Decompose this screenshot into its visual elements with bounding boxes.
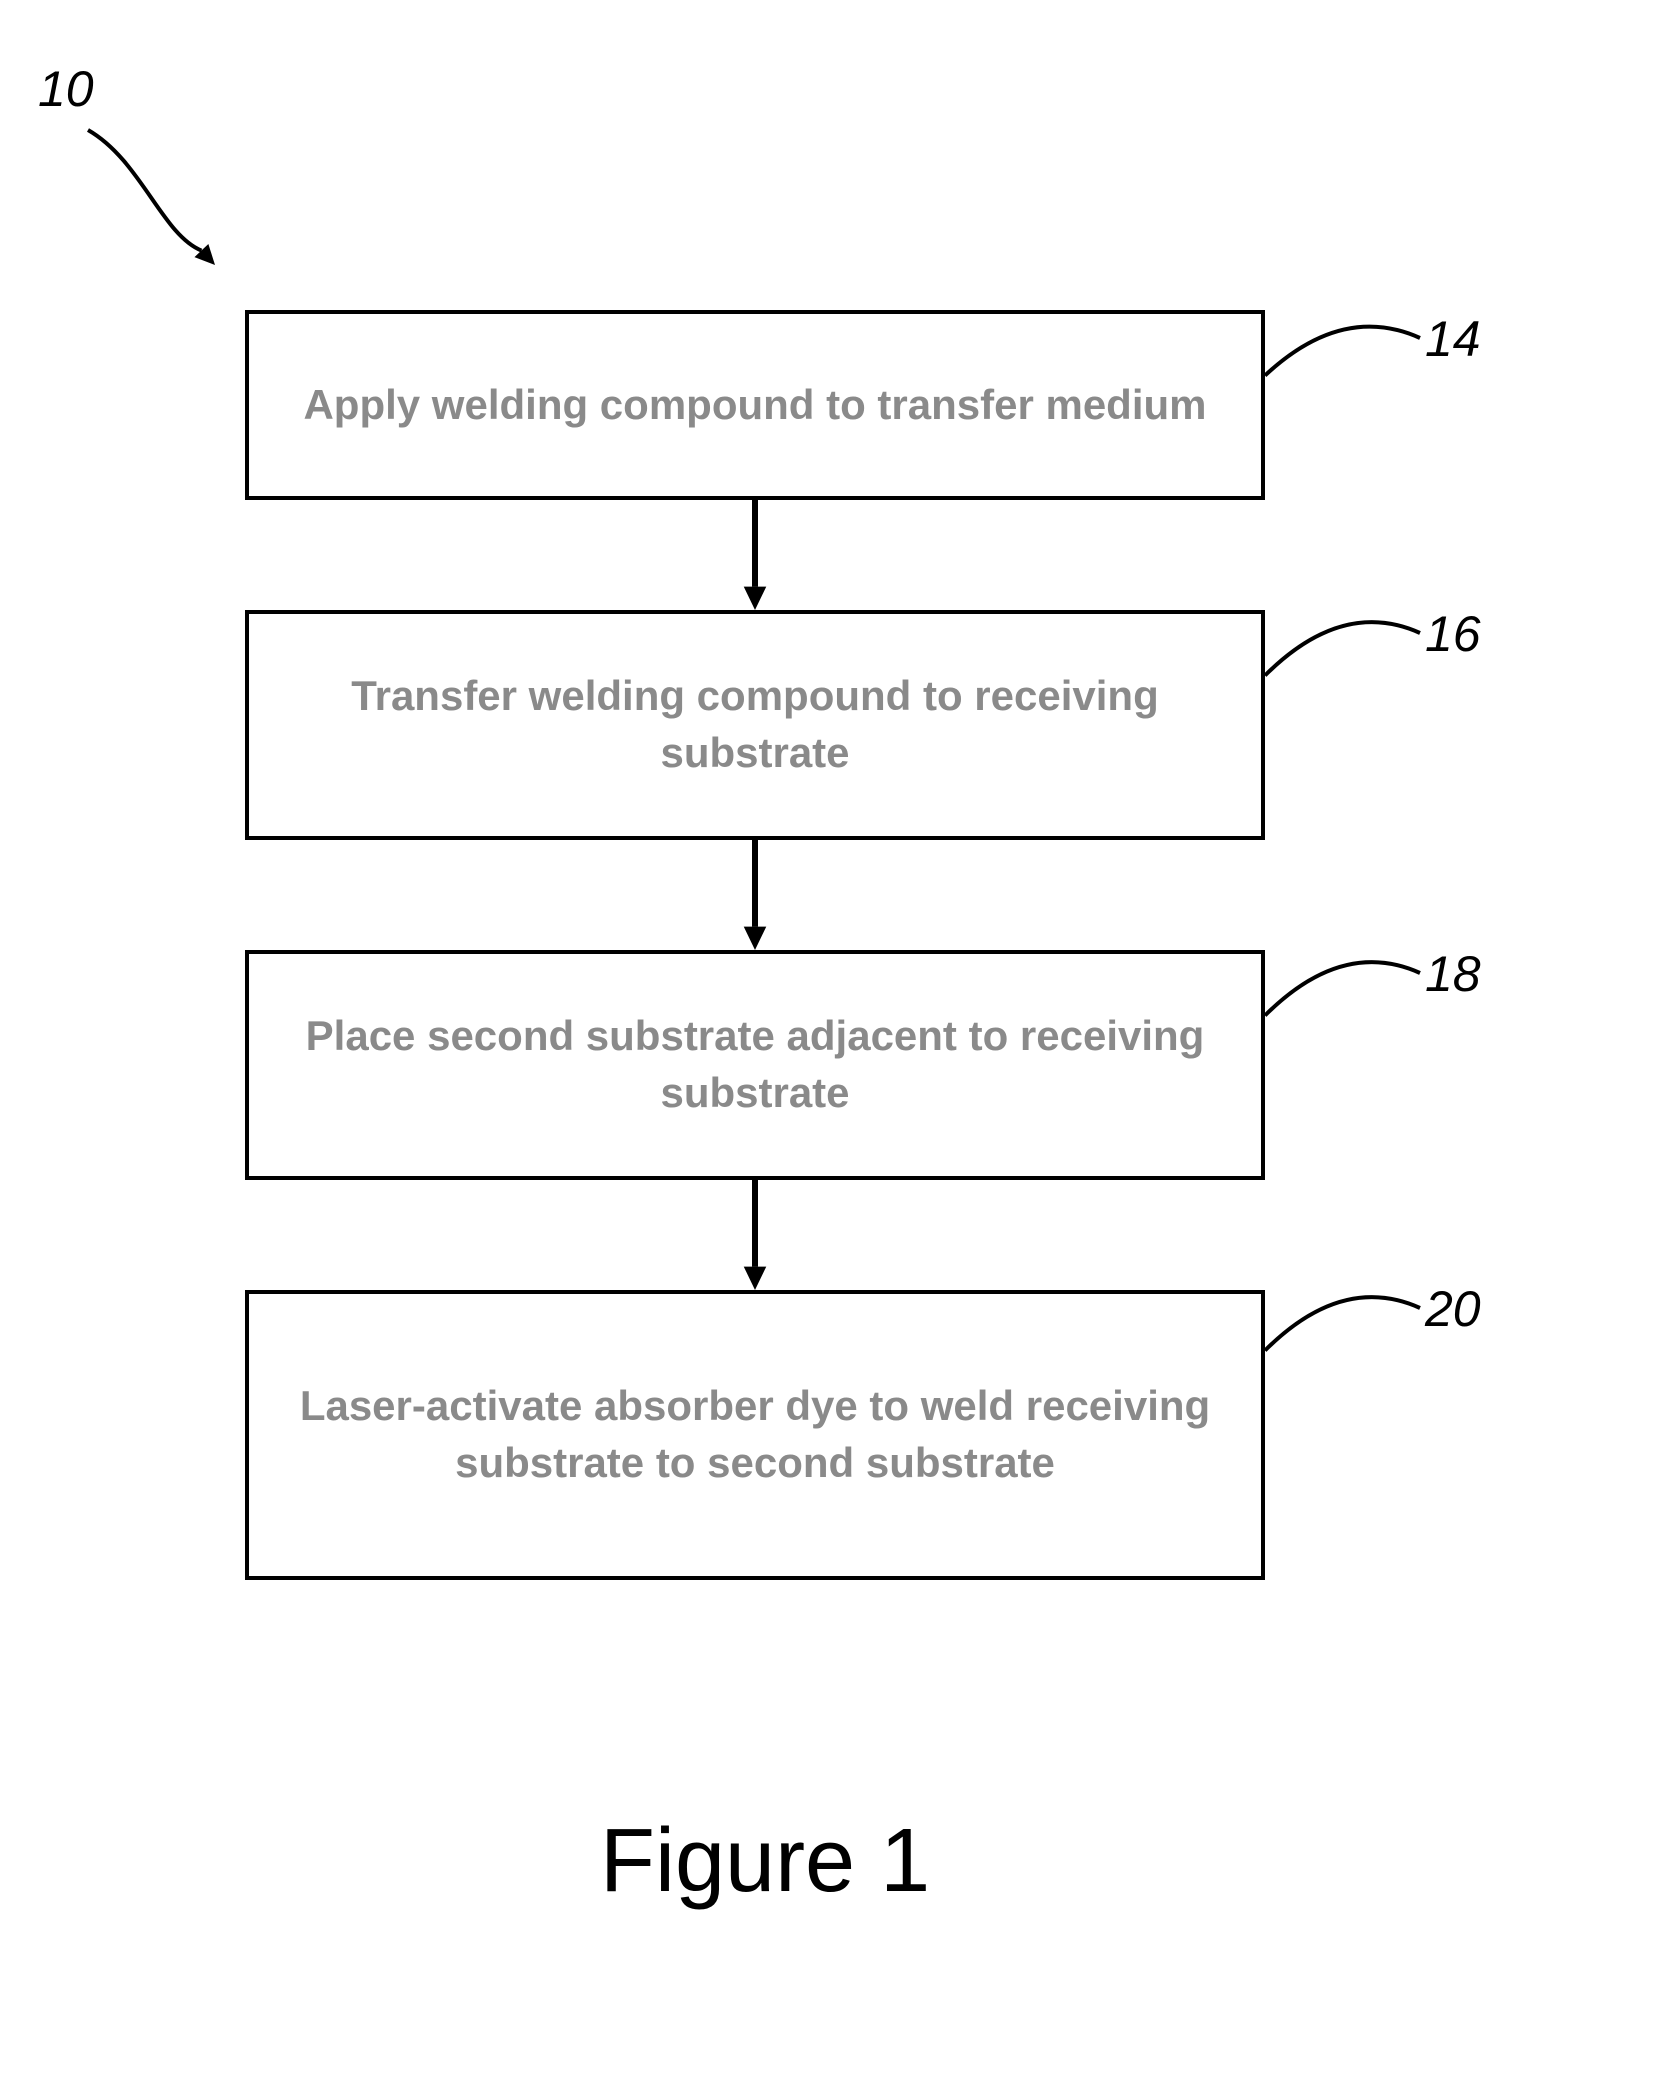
ref-arrow-10: [64, 106, 239, 289]
page: 10Apply welding compound to transfer med…: [0, 0, 1661, 2088]
flow-box-text: Laser-activate absorber dye to weld rece…: [249, 1378, 1261, 1491]
leader-label-16: 16: [1425, 605, 1481, 663]
leader-line-16: [1255, 573, 1430, 736]
flow-box-text: Apply welding compound to transfer mediu…: [263, 377, 1246, 434]
flow-arrow: [727, 1152, 783, 1318]
leader-label-14: 14: [1425, 310, 1481, 368]
leader-line-14: [1255, 278, 1430, 436]
leader-label-18: 18: [1425, 945, 1481, 1003]
flow-box-text: Transfer welding compound to receiving s…: [249, 668, 1261, 781]
leader-line-20: [1255, 1248, 1430, 1411]
leader-label-20: 20: [1425, 1280, 1481, 1338]
leader-line-18: [1255, 913, 1430, 1076]
flow-arrow: [727, 472, 783, 638]
flow-box-20: Laser-activate absorber dye to weld rece…: [245, 1290, 1265, 1580]
figure-caption: Figure 1: [600, 1810, 930, 1913]
flow-arrow: [727, 812, 783, 978]
flow-box-text: Place second substrate adjacent to recei…: [249, 1008, 1261, 1121]
flow-box-18: Place second substrate adjacent to recei…: [245, 950, 1265, 1180]
flow-box-16: Transfer welding compound to receiving s…: [245, 610, 1265, 840]
